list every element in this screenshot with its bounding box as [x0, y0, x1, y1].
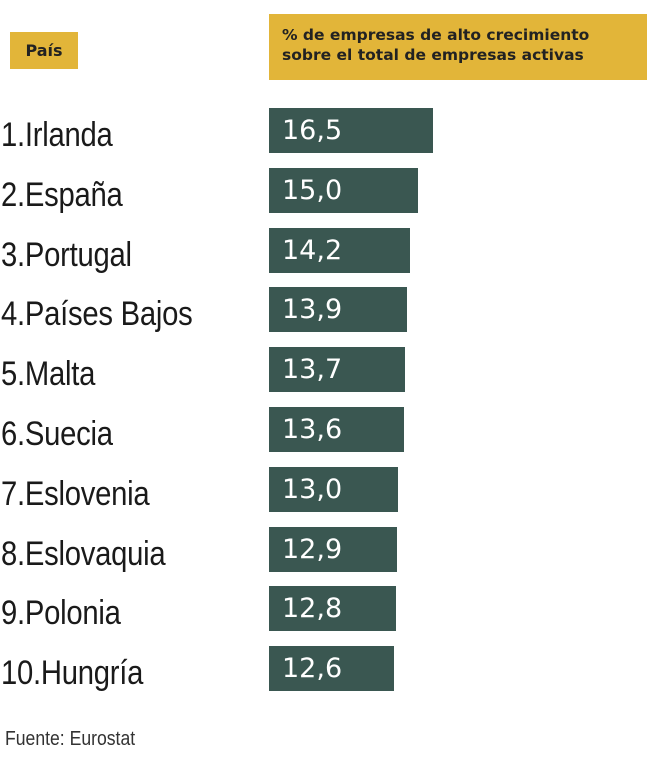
country-label: 4.Países Bajos — [1, 295, 193, 334]
country-label: 2.España — [1, 175, 123, 214]
country-label: 5.Malta — [1, 355, 96, 394]
bar-value-label: 12,9 — [282, 533, 343, 565]
country-column-header: País — [10, 32, 78, 69]
bar — [269, 407, 405, 452]
bar-value-label: 13,0 — [282, 473, 343, 505]
country-label: 8.Eslovaquia — [1, 534, 166, 573]
bar-value-label: 15,0 — [282, 174, 343, 206]
bar — [269, 586, 397, 632]
bar-value-label: 16,5 — [282, 115, 343, 146]
bar-value-label: 13,9 — [282, 294, 343, 326]
bar — [269, 526, 398, 572]
country-label: 9.Polonia — [1, 594, 121, 633]
bar — [269, 227, 411, 273]
bar — [269, 167, 419, 213]
metric-column-header: % de empresas de alto crecimiento sobre … — [269, 14, 647, 80]
bar — [269, 108, 433, 153]
bar-value-label: 14,2 — [282, 234, 343, 266]
country-label: 10.Hungría — [1, 654, 144, 693]
metric-header-line-1: % de empresas de alto crecimiento — [282, 26, 590, 44]
bar-value-label: 13,6 — [282, 414, 343, 445]
bar — [269, 466, 399, 512]
bar — [269, 646, 395, 692]
metric-header-line-2: sobre el total de empresas activas — [282, 46, 584, 64]
bar-value-label: 13,7 — [282, 354, 343, 386]
country-label: 1.Irlanda — [1, 116, 113, 154]
bar-value-label: 12,6 — [282, 653, 343, 685]
country-label: 7.Eslovenia — [1, 474, 150, 513]
country-label: 3.Portugal — [1, 235, 132, 274]
bar — [269, 287, 408, 333]
bar-value-label: 12,8 — [282, 593, 343, 625]
country-label: 6.Suecia — [1, 415, 113, 453]
source-note: Fuente: Eurostat — [5, 728, 136, 750]
bar — [269, 347, 406, 393]
